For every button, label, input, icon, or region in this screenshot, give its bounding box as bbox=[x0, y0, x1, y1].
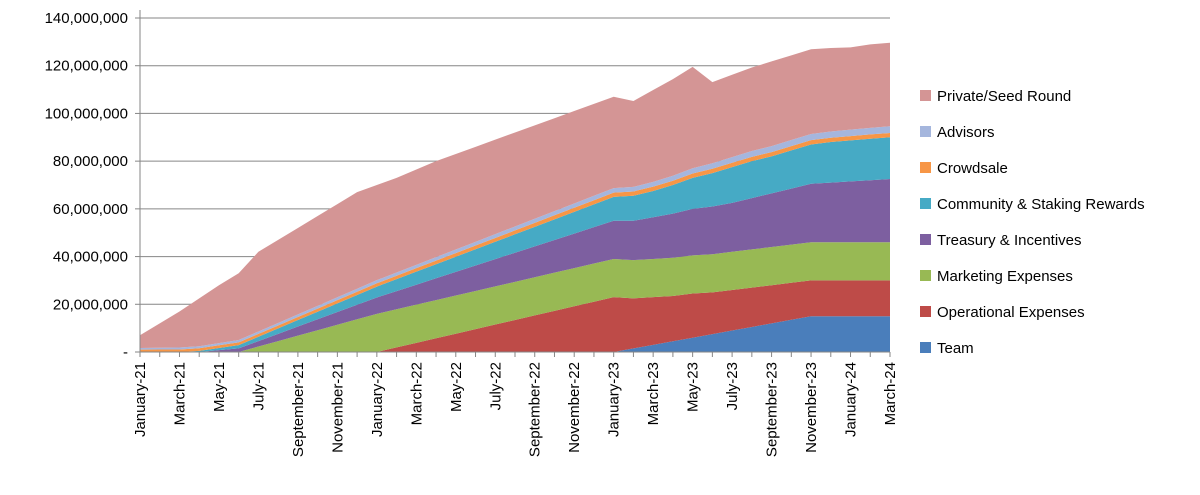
legend-swatch-advisors bbox=[920, 126, 931, 137]
legend-label-advisors: Advisors bbox=[937, 124, 995, 141]
y-tick-label-0: - bbox=[123, 344, 128, 361]
area-treasury-incentives bbox=[140, 179, 890, 352]
legend-swatch-private-seed-round bbox=[920, 90, 931, 101]
legend-label-marketing-expenses: Marketing Expenses bbox=[937, 268, 1073, 285]
x-tick-label-16: September-23 bbox=[764, 362, 781, 457]
legend-label-treasury-incentives: Treasury & Incentives bbox=[937, 232, 1082, 249]
x-tick-label-18: January-24 bbox=[843, 362, 860, 437]
legend: Private/Seed Round Advisors Crowdsale Commu… bbox=[920, 88, 1145, 357]
x-axis-tick-labels: January-21 March-21 May-21 July-21 September… bbox=[132, 362, 899, 457]
legend-label-private-seed-round: Private/Seed Round bbox=[937, 88, 1071, 105]
x-tick-label-15: July-23 bbox=[724, 362, 741, 410]
y-tick-label-2: 40,000,000 bbox=[53, 249, 128, 266]
area-operational-expenses bbox=[140, 280, 890, 352]
area-community-staking-rewards bbox=[140, 137, 890, 352]
x-tick-label-4: September-21 bbox=[290, 362, 307, 457]
x-tick-label-14: May-23 bbox=[685, 362, 702, 412]
x-tick-label-12: January-23 bbox=[606, 362, 623, 437]
area-series-group bbox=[140, 42, 890, 352]
legend-swatch-community-staking-rewards bbox=[920, 198, 931, 209]
x-tick-label-11: November-22 bbox=[566, 362, 583, 453]
legend-swatch-crowdsale bbox=[920, 162, 931, 173]
x-tick-label-19: March-24 bbox=[882, 362, 899, 425]
legend-label-crowdsale: Crowdsale bbox=[937, 160, 1008, 177]
legend-swatch-treasury-incentives bbox=[920, 234, 931, 245]
x-tick-label-6: January-22 bbox=[369, 362, 386, 437]
y-tick-label-3: 60,000,000 bbox=[53, 201, 128, 218]
area-private-seed-round bbox=[140, 42, 890, 348]
axes bbox=[135, 10, 891, 357]
legend-label-operational-expenses: Operational Expenses bbox=[937, 304, 1085, 321]
x-tick-label-13: March-23 bbox=[645, 362, 662, 425]
x-tick-label-10: September-22 bbox=[527, 362, 544, 457]
x-tick-label-9: July-22 bbox=[487, 362, 504, 410]
legend-label-team: Team bbox=[937, 340, 974, 357]
legend-swatch-operational-expenses bbox=[920, 306, 931, 317]
x-tick-label-3: July-21 bbox=[250, 362, 267, 410]
y-axis-tick-labels: - 20,000,000 40,000,000 60,000,000 80,000,00… bbox=[45, 10, 128, 361]
y-tick-label-7: 140,000,000 bbox=[45, 10, 128, 27]
y-tick-label-6: 120,000,000 bbox=[45, 58, 128, 75]
legend-label-community-staking-rewards: Community & Staking Rewards bbox=[937, 196, 1145, 213]
x-tick-label-8: May-22 bbox=[448, 362, 465, 412]
legend-swatch-team bbox=[920, 342, 931, 353]
y-tick-label-5: 100,000,000 bbox=[45, 105, 128, 122]
y-tick-label-1: 20,000,000 bbox=[53, 296, 128, 313]
x-tick-label-2: May-21 bbox=[211, 362, 228, 412]
x-tick-label-17: November-23 bbox=[803, 362, 820, 453]
x-tick-label-7: March-22 bbox=[408, 362, 425, 425]
area-marketing-expenses bbox=[140, 242, 890, 352]
legend-swatch-marketing-expenses bbox=[920, 270, 931, 281]
area-team bbox=[140, 316, 890, 352]
x-tick-label-1: March-21 bbox=[171, 362, 188, 425]
y-tick-label-4: 80,000,000 bbox=[53, 153, 128, 170]
x-tick-label-5: November-21 bbox=[329, 362, 346, 453]
x-tick-label-0: January-21 bbox=[132, 362, 149, 437]
